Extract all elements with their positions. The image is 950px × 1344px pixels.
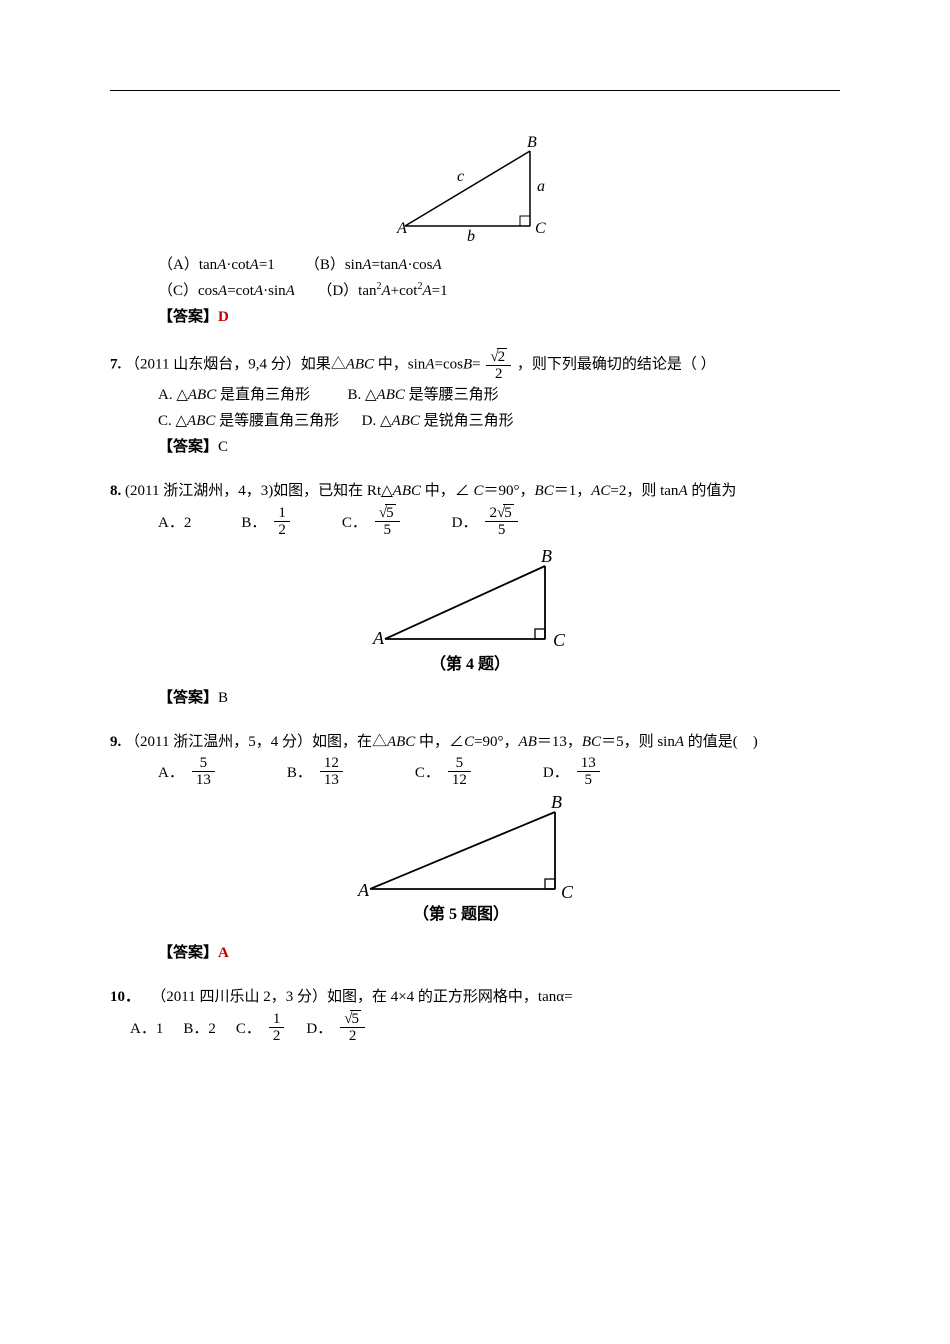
q6-optC: （C）cosA=cotA·sinA [158,283,295,299]
q10-stem-text: （2011 四川乐山 2，3 分）如图，在 4×4 的正方形网格中，tanα= [151,989,572,1005]
label-B: B [527,134,537,151]
q8-optB: B． 12 [241,505,292,538]
top-rule [110,90,840,91]
q7-optD: D. △ABC 是锐角三角形 [362,413,514,429]
label-b: b [467,228,475,241]
q9-optA: A． 513 [158,755,217,788]
q9-answer: 【答案】A [158,940,840,966]
q8-stem-text: (2011 浙江湖州，4，3)如图，已知在 Rt△ABC 中，∠ C＝90°，B… [125,483,736,499]
svg-text:B: B [541,546,552,566]
q8-optD: D． 255 [452,504,520,538]
q8-optC: C． 55 [342,504,402,538]
q7-optC: C. △ABC 是等腰直角三角形 [158,413,339,429]
q10-optB: B．2 [183,1017,216,1038]
svg-text:C: C [561,882,574,902]
label-a: a [537,178,545,195]
q6-figure: A B C a b c [110,131,840,246]
ans-label: 【答案】 [158,309,218,325]
q6-options-line2: （C）cosA=cotA·sinA （D）tan2A+cot2A=1 [158,278,840,304]
q7-stem: 7. （2011 山东烟台，9,4 分）如果△ABC 中，sinA=cosB= … [110,348,840,382]
q6-options-line1: （A）tanA·cotA=1 （B）sinA=tanA·cosA [158,252,840,278]
q8-optA: A．2 [158,511,191,532]
q8-options: A．2 B． 12 C． 55 D． 255 [158,504,840,538]
svg-text:（第 5 题图）: （第 5 题图） [413,904,509,923]
q9-optC: C． 512 [415,755,473,788]
ans-value: D [218,309,229,325]
q9-stem: 9. （2011 浙江温州，5，4 分）如图，在△ABC 中，∠C=90°，AB… [110,729,840,755]
svg-text:C: C [553,630,566,650]
ans-value: A [218,945,229,961]
ans-label: 【答案】 [158,690,218,706]
label-A: A [396,220,407,237]
svg-text:（第 4 题）: （第 4 题） [430,654,510,673]
ans-value: C [218,439,228,455]
q10-optC: C． 12 [236,1011,287,1044]
ans-value: B [218,690,228,706]
q6-optB: （B）sinA=tanA·cosA [305,257,442,273]
q9-stem-text: （2011 浙江温州，5，4 分）如图，在△ABC 中，∠C=90°，AB＝13… [125,734,758,750]
svg-text:B: B [551,794,562,812]
q7-optA: A. △ABC 是直角三角形 [158,387,310,403]
q10-optA: A．1 [130,1017,163,1038]
label-c: c [457,168,464,185]
q9-figure: A B C （第 5 题图） [110,794,840,934]
q7-stem-pre: （2011 山东烟台，9,4 分）如果△ABC 中，sinA=cosB= [125,356,481,372]
q8-figure: A B C （第 4 题） [110,544,840,679]
q7-frac: 2 2 [486,348,511,382]
ans-label: 【答案】 [158,945,218,961]
q10-optD: D． 52 [306,1010,367,1044]
q8-stem: 8. (2011 浙江湖州，4，3)如图，已知在 Rt△ABC 中，∠ C＝90… [110,478,840,504]
q8-answer: 【答案】B [158,685,840,711]
q9-options: A． 513 B． 1213 C． 512 D． 135 [158,755,840,788]
svg-text:A: A [357,880,370,900]
q6-answer: 【答案】D [158,304,840,330]
q6-optD: （D）tan2A+cot2A=1 [317,283,447,299]
ans-label: 【答案】 [158,439,218,455]
q9-num: 9. [110,734,121,750]
q9-optD: D． 135 [543,755,602,788]
q7-optB: B. △ABC 是等腰三角形 [347,387,498,403]
q8-num: 8. [110,483,121,499]
q7-options-line2: C. △ABC 是等腰直角三角形 D. △ABC 是锐角三角形 [158,408,840,434]
q7-answer: 【答案】C [158,434,840,460]
q6-optA: （A）tanA·cotA=1 [158,257,275,273]
q10-stem: 10． （2011 四川乐山 2，3 分）如图，在 4×4 的正方形网格中，ta… [110,984,840,1010]
svg-text:A: A [372,628,385,648]
q9-optB: B． 1213 [287,755,345,788]
q10-options: A．1 B．2 C． 12 D． 52 [130,1010,840,1044]
label-C: C [535,220,546,237]
q7-stem-post: ，则下列最确切的结论是（ ） [517,356,716,372]
q10-num: 10． [110,989,140,1005]
q7-options-line1: A. △ABC 是直角三角形 B. △ABC 是等腰三角形 [158,382,840,408]
q7-num: 7. [110,356,121,372]
